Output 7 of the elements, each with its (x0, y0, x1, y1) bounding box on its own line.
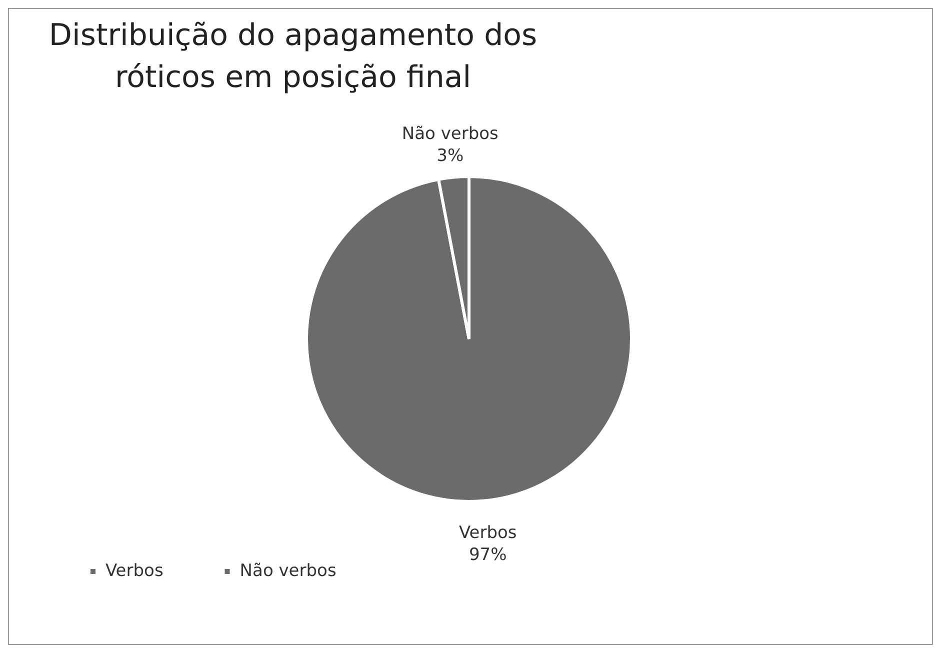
slice-label: Não verbos (402, 124, 499, 144)
data-label: 97% (468, 545, 507, 566)
legend-label: Não verbos (240, 560, 336, 581)
chart-title: Distribuição do apagamento dos róticos em posição final (48, 17, 538, 97)
data-label: 3% (436, 146, 464, 166)
slice-label: Verbos (458, 523, 517, 544)
legend-label: Verbos (106, 560, 164, 581)
